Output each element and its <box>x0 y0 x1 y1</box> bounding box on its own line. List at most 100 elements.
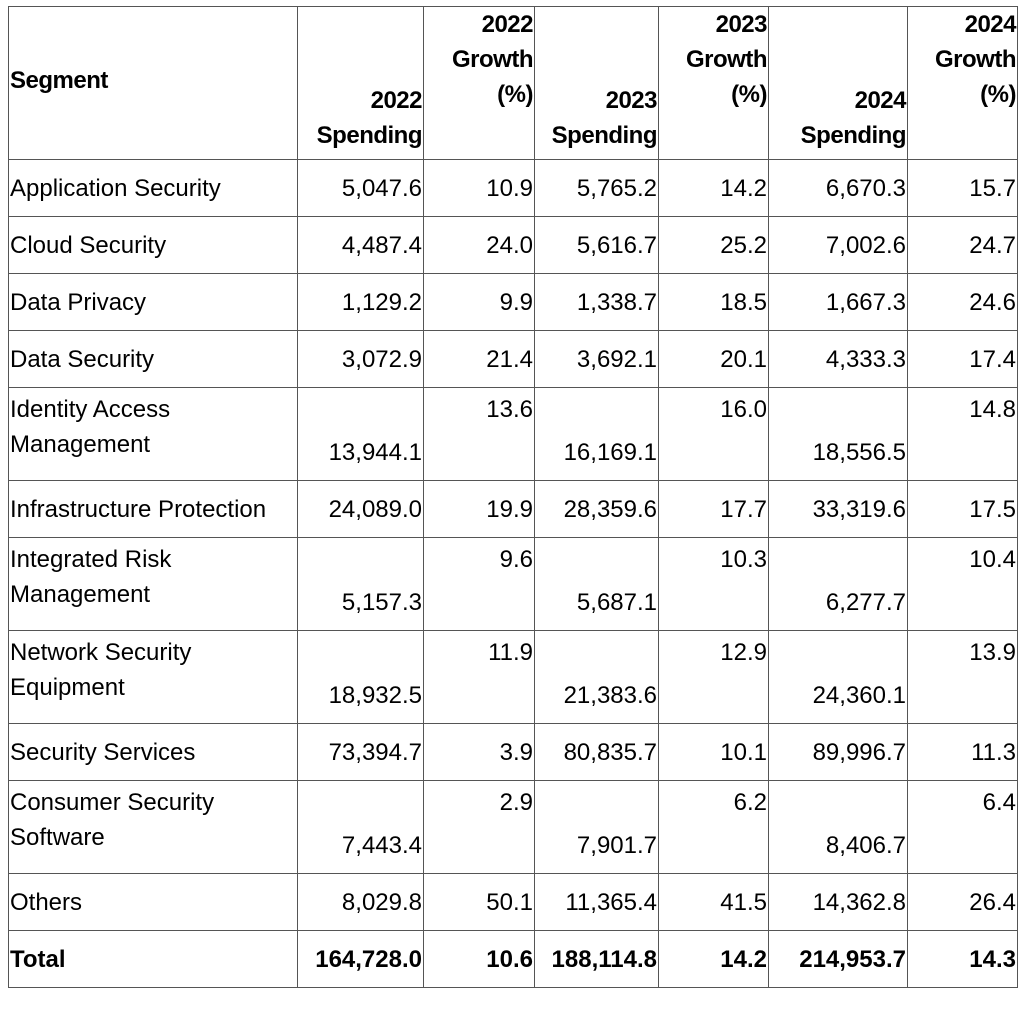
value-cell: 19.9 <box>423 480 535 538</box>
value-cell: 24.7 <box>907 216 1018 274</box>
value-cell: 9.9 <box>423 273 535 331</box>
value-cell: 8,406.7 <box>768 780 908 874</box>
value-cell: 5,157.3 <box>297 537 424 631</box>
value-cell: 21.4 <box>423 330 535 388</box>
value-cell: 1,129.2 <box>297 273 424 331</box>
table-row: Security Services 73,394.7 3.9 80,835.7 10.1… <box>8 723 1018 781</box>
header-text: 2024 <box>964 11 1017 38</box>
value-cell: 5,047.6 <box>297 159 424 217</box>
segment-cell: Application Security <box>8 159 298 217</box>
value-cell: 1,667.3 <box>768 273 908 331</box>
header-text: 2024 <box>854 87 907 114</box>
value-cell: 18.5 <box>658 273 769 331</box>
value-cell: 10.9 <box>423 159 535 217</box>
value-cell: 1,338.7 <box>534 273 659 331</box>
segment-cell: Consumer Security Software <box>8 780 298 874</box>
segment-cell: Integrated Risk Management <box>8 537 298 631</box>
value-cell: 73,394.7 <box>297 723 424 781</box>
value-cell: 14.3 <box>907 930 1018 988</box>
value-cell: 24,360.1 <box>768 630 908 724</box>
value-cell: 6.2 <box>658 780 769 874</box>
table-row: Cloud Security 4,487.4 24.0 5,616.7 25.2 7,00… <box>8 216 1018 274</box>
value-cell: 11.3 <box>907 723 1018 781</box>
value-cell: 17.5 <box>907 480 1018 538</box>
value-cell: 24.0 <box>423 216 535 274</box>
segment-cell: Cloud Security <box>8 216 298 274</box>
value-cell: 7,901.7 <box>534 780 659 874</box>
header-text: 2023 <box>605 87 658 114</box>
value-cell: 26.4 <box>907 873 1018 931</box>
value-cell: 9.6 <box>423 537 535 631</box>
value-cell: 14.2 <box>658 930 769 988</box>
value-cell: 10.4 <box>907 537 1018 631</box>
value-cell: 33,319.6 <box>768 480 908 538</box>
table-row: Data Security 3,072.9 21.4 3,692.1 20.1 4,333… <box>8 330 1018 388</box>
header-text: 2022 <box>481 11 534 38</box>
value-cell: 2.9 <box>423 780 535 874</box>
value-cell: 164,728.0 <box>297 930 424 988</box>
header-cell: 2022 Spending <box>297 6 424 160</box>
value-cell: 6,277.7 <box>768 537 908 631</box>
header-text: (%) <box>731 81 767 108</box>
value-cell: 8,029.8 <box>297 873 424 931</box>
value-cell: 25.2 <box>658 216 769 274</box>
segment-cell: Data Security <box>8 330 298 388</box>
header-cell: 2023 Growth (%) <box>658 6 769 160</box>
value-cell: 188,114.8 <box>534 930 659 988</box>
header-cell: 2024 Spending <box>768 6 908 160</box>
header-text: Spending <box>800 122 907 149</box>
value-cell: 80,835.7 <box>534 723 659 781</box>
value-cell: 4,333.3 <box>768 330 908 388</box>
value-cell: 6.4 <box>907 780 1018 874</box>
value-cell: 21,383.6 <box>534 630 659 724</box>
value-cell: 11,365.4 <box>534 873 659 931</box>
value-cell: 6,670.3 <box>768 159 908 217</box>
value-cell: 10.1 <box>658 723 769 781</box>
value-cell: 15.7 <box>907 159 1018 217</box>
table-body: Application Security 5,047.6 10.9 5,765.2 14… <box>8 159 1018 988</box>
table-row: Identity Access Management 13,944.1 13.6 16… <box>8 387 1018 481</box>
value-cell: 4,487.4 <box>297 216 424 274</box>
segment-cell: Infrastructure Protection <box>8 480 298 538</box>
segment-cell: Identity Access Management <box>8 387 298 481</box>
value-cell: 5,616.7 <box>534 216 659 274</box>
value-cell: 41.5 <box>658 873 769 931</box>
value-cell: 7,002.6 <box>768 216 908 274</box>
segment-cell: Network Security Equipment <box>8 630 298 724</box>
header-cell: 2022 Growth (%) <box>423 6 535 160</box>
header-text: Spending <box>551 122 658 149</box>
value-cell: 7,443.4 <box>297 780 424 874</box>
value-cell: 5,687.1 <box>534 537 659 631</box>
value-cell: 20.1 <box>658 330 769 388</box>
header-text: Spending <box>316 122 423 149</box>
header-text: 2022 <box>370 87 423 114</box>
segment-cell: Security Services <box>8 723 298 781</box>
table-row: Integrated Risk Management 5,157.3 9.6 5,68… <box>8 537 1018 631</box>
table-row: Others 8,029.8 50.1 11,365.4 41.5 14,362.8 26.… <box>8 873 1018 931</box>
value-cell: 16.0 <box>658 387 769 481</box>
header-text: (%) <box>497 81 533 108</box>
table-row: Data Privacy 1,129.2 9.9 1,338.7 18.5 1,667.3… <box>8 273 1018 331</box>
segment-cell: Others <box>8 873 298 931</box>
table-row: Network Security Equipment 18,932.5 11.9 21… <box>8 630 1018 724</box>
header-cell: 2024 Growth (%) <box>907 6 1018 160</box>
header-cell: Segment <box>8 6 298 160</box>
value-cell: 18,556.5 <box>768 387 908 481</box>
value-cell: 12.9 <box>658 630 769 724</box>
table-row: Total 164,728.0 10.6 188,114.8 14.2 214,953.7… <box>8 930 1018 988</box>
data-table: Segment 2022 Spending 2022 Growth (%) 2023 Spen… <box>8 6 1018 988</box>
value-cell: 14.8 <box>907 387 1018 481</box>
value-cell: 10.3 <box>658 537 769 631</box>
value-cell: 3,072.9 <box>297 330 424 388</box>
table-row: Consumer Security Software 7,443.4 2.9 7,90… <box>8 780 1018 874</box>
value-cell: 24,089.0 <box>297 480 424 538</box>
value-cell: 50.1 <box>423 873 535 931</box>
value-cell: 13.9 <box>907 630 1018 724</box>
value-cell: 17.7 <box>658 480 769 538</box>
value-cell: 14,362.8 <box>768 873 908 931</box>
value-cell: 18,932.5 <box>297 630 424 724</box>
segment-cell: Total <box>8 930 298 988</box>
table-row: Infrastructure Protection 24,089.0 19.9 28,… <box>8 480 1018 538</box>
header-text: Growth <box>452 46 534 73</box>
